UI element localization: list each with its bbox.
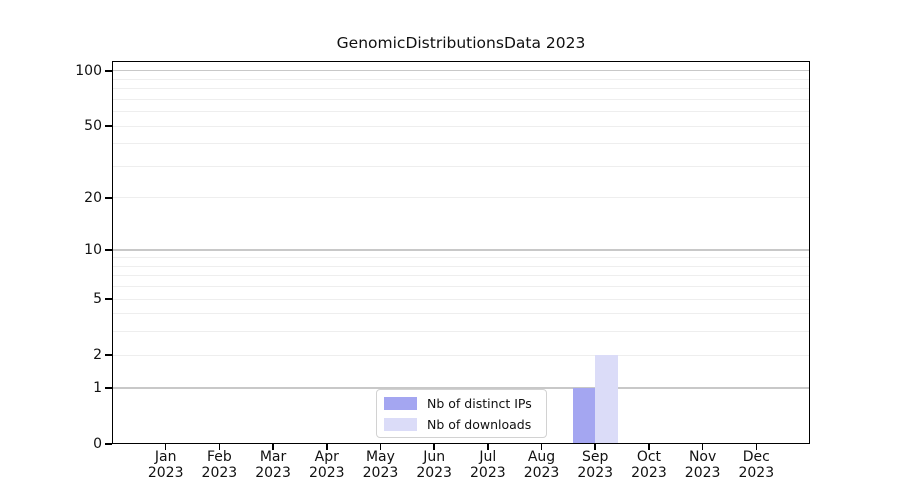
y-minor-gridline (112, 78, 810, 80)
y-minor-gridline (112, 313, 810, 315)
x-tick-mark (379, 444, 382, 450)
y-tick-label: 2 (93, 347, 102, 364)
x-tick-label: Aug 2023 (523, 449, 560, 481)
x-tick-label: Oct 2023 (631, 449, 667, 481)
legend-entry-downloads: Nb of downloads (384, 415, 538, 433)
x-tick-mark (487, 444, 489, 450)
x-tick-mark (272, 444, 274, 450)
y-tick-label: 20 (84, 189, 102, 206)
bar-downloads (595, 355, 618, 444)
x-tick-mark (326, 444, 328, 450)
y-tick-mark (105, 298, 112, 300)
bar-distinct-ips (572, 387, 596, 444)
y-major-gridline (112, 387, 810, 389)
y-major-gridline (112, 249, 810, 251)
y-tick-label: 1 (93, 379, 102, 396)
y-tick-mark (105, 125, 112, 127)
downloads-swatch-icon (384, 417, 417, 431)
y-minor-gridline (112, 125, 810, 127)
x-tick-label: Dec 2023 (738, 449, 775, 481)
x-tick-mark (648, 444, 650, 450)
legend-label: Nb of downloads (427, 416, 532, 432)
x-tick-label: Apr 2023 (308, 449, 345, 481)
y-tick-label: 5 (93, 291, 102, 308)
y-tick-label: 50 (84, 118, 102, 135)
y-minor-gridline (112, 143, 810, 145)
y-minor-gridline (112, 275, 810, 277)
y-minor-gridline (112, 88, 810, 90)
y-minor-gridline (112, 98, 810, 100)
y-minor-gridline (112, 354, 810, 356)
x-tick-label: Jan 2023 (147, 449, 184, 481)
y-tick-mark (105, 354, 112, 356)
y-tick-mark (105, 70, 112, 72)
y-minor-gridline (112, 257, 810, 259)
y-major-gridline (112, 70, 810, 72)
y-minor-gridline (112, 111, 810, 113)
legend-entry-distinct-ips: Nb of distinct IPs (384, 394, 538, 412)
y-minor-gridline (112, 286, 810, 288)
x-tick-label: Sep 2023 (577, 449, 614, 481)
y-tick-mark (105, 197, 112, 199)
x-tick-label: Feb 2023 (201, 449, 238, 481)
x-tick-mark (540, 444, 543, 450)
y-minor-gridline (112, 265, 810, 267)
chart-title: GenomicDistributionsData 2023 (336, 34, 586, 52)
y-minor-gridline (112, 331, 810, 333)
x-tick-mark (218, 444, 221, 450)
y-tick-mark (105, 443, 112, 445)
y-tick-label: 10 (84, 242, 102, 259)
x-tick-label: May 2023 (362, 449, 399, 481)
distinct-ips-swatch-icon (384, 396, 417, 410)
legend: Nb of distinct IPs Nb of downloads (376, 389, 547, 438)
y-minor-gridline (112, 165, 810, 167)
y-tick-label: 0 (93, 436, 102, 452)
y-minor-gridline (112, 197, 810, 199)
x-tick-label: Jun 2023 (416, 449, 452, 481)
y-tick-label: 100 (75, 62, 102, 79)
y-tick-mark (105, 387, 112, 389)
y-tick-mark (105, 249, 112, 251)
plot-frame (112, 61, 810, 444)
x-tick-label: Nov 2023 (684, 449, 721, 481)
legend-label: Nb of distinct IPs (427, 395, 532, 411)
y-minor-gridline (112, 298, 810, 300)
x-tick-label: Jul 2023 (470, 449, 506, 481)
x-tick-label: Mar 2023 (255, 449, 291, 481)
x-tick-mark (164, 444, 167, 450)
x-tick-mark (701, 444, 704, 450)
x-tick-mark (755, 444, 758, 450)
x-tick-mark (594, 444, 596, 450)
x-tick-mark (433, 444, 435, 450)
